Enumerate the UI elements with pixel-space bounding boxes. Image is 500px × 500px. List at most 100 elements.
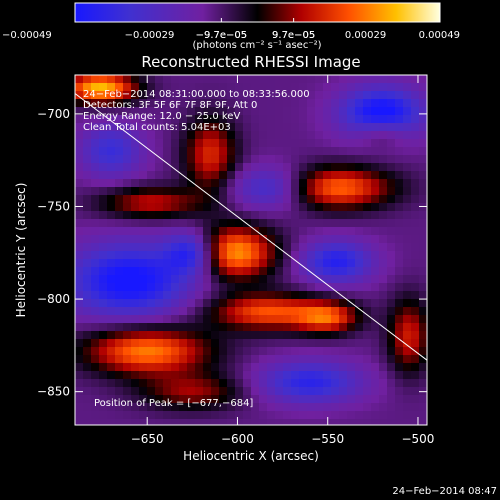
heatmap-cell — [267, 83, 276, 92]
heatmap-cell — [195, 155, 204, 164]
heatmap-cell — [123, 339, 132, 348]
heatmap-cell — [211, 123, 220, 132]
heatmap-cell — [235, 419, 244, 425]
x-tick-label: −600 — [221, 432, 254, 446]
heatmap-cell — [275, 323, 284, 332]
heatmap-cell — [339, 371, 348, 380]
heatmap-cell — [251, 299, 260, 308]
heatmap-cell — [363, 147, 372, 156]
heatmap-cell — [99, 395, 108, 404]
heatmap-cell — [203, 363, 212, 372]
heatmap-cell — [419, 395, 427, 404]
heatmap-cell — [227, 283, 236, 292]
heatmap-cell — [139, 147, 148, 156]
heatmap-cell — [107, 83, 116, 92]
heatmap-cell — [115, 347, 124, 356]
heatmap-cell — [411, 75, 420, 84]
heatmap-cell — [323, 91, 332, 100]
heatmap-cell — [147, 75, 156, 84]
heatmap-cell — [155, 403, 164, 412]
heatmap-cell — [299, 411, 308, 420]
heatmap-cell — [123, 99, 132, 108]
heatmap-cell — [131, 123, 140, 132]
heatmap-cell — [339, 307, 348, 316]
heatmap-cell — [155, 299, 164, 308]
heatmap-cell — [411, 147, 420, 156]
plot-frame — [74, 74, 428, 426]
heatmap-cell — [123, 283, 132, 292]
heatmap-cell — [259, 99, 268, 108]
heatmap-cell — [283, 139, 292, 148]
heatmap-cell — [283, 395, 292, 404]
heatmap-cell — [419, 219, 427, 228]
heatmap-cell — [163, 99, 172, 108]
heatmap-cell — [291, 411, 300, 420]
heatmap-cell — [291, 219, 300, 228]
heatmap-cell — [419, 195, 427, 204]
heatmap-cell — [347, 187, 356, 196]
heatmap-cell — [275, 419, 284, 425]
heatmap-cell — [379, 115, 388, 124]
heatmap-cell — [187, 299, 196, 308]
heatmap-cell — [331, 283, 340, 292]
heatmap-cell — [171, 187, 180, 196]
heatmap-cell — [339, 411, 348, 420]
heatmap-cell — [243, 163, 252, 172]
heatmap-cell — [315, 139, 324, 148]
heatmap-cell — [99, 115, 108, 124]
heatmap-cell — [339, 107, 348, 116]
heatmap-cell — [315, 331, 324, 340]
heatmap-cell — [419, 163, 427, 172]
heatmap-cell — [291, 395, 300, 404]
heatmap-cell — [107, 347, 116, 356]
heatmap-cell — [251, 115, 260, 124]
heatmap-cell — [283, 347, 292, 356]
heatmap-cell — [267, 347, 276, 356]
heatmap-cell — [387, 187, 396, 196]
heatmap-cell — [291, 155, 300, 164]
heatmap-cell — [323, 339, 332, 348]
heatmap-cell — [275, 115, 284, 124]
heatmap-cell — [219, 283, 228, 292]
heatmap-cell — [131, 403, 140, 412]
heatmap-cell — [411, 251, 420, 260]
heatmap-cell — [195, 283, 204, 292]
heatmap-cell — [315, 219, 324, 228]
heatmap-cell — [227, 75, 236, 84]
heatmap-cell — [243, 91, 252, 100]
heatmap-cell — [387, 107, 396, 116]
heatmap-cell — [227, 403, 236, 412]
heatmap-cell — [99, 99, 108, 108]
heatmap-cell — [267, 147, 276, 156]
heatmap-cell — [123, 347, 132, 356]
heatmap-cell — [275, 363, 284, 372]
heatmap-cell — [235, 83, 244, 92]
heatmap-cell — [331, 83, 340, 92]
heatmap-cell — [251, 187, 260, 196]
heatmap-cell — [107, 411, 116, 420]
heatmap-cell — [83, 131, 92, 140]
heatmap-cell — [115, 251, 124, 260]
heatmap-cell — [315, 235, 324, 244]
heatmap-cell — [323, 331, 332, 340]
heatmap-cell — [187, 139, 196, 148]
heatmap-cell — [227, 107, 236, 116]
heatmap-cell — [331, 315, 340, 324]
heatmap-cell — [155, 259, 164, 268]
heatmap-cell — [139, 275, 148, 284]
heatmap-cell — [235, 387, 244, 396]
heatmap-cell — [363, 243, 372, 252]
heatmap-cell — [299, 307, 308, 316]
heatmap-cell — [363, 227, 372, 236]
heatmap-cell — [371, 411, 380, 420]
heatmap-cell — [91, 195, 100, 204]
heatmap-cell — [339, 83, 348, 92]
heatmap-cell — [307, 347, 316, 356]
heatmap-cell — [259, 83, 268, 92]
heatmap-cell — [195, 395, 204, 404]
heatmap-cell — [323, 347, 332, 356]
heatmap-cell — [315, 419, 324, 425]
heatmap-cell — [363, 91, 372, 100]
heatmap-cell — [107, 251, 116, 260]
heatmap-cell — [163, 395, 172, 404]
